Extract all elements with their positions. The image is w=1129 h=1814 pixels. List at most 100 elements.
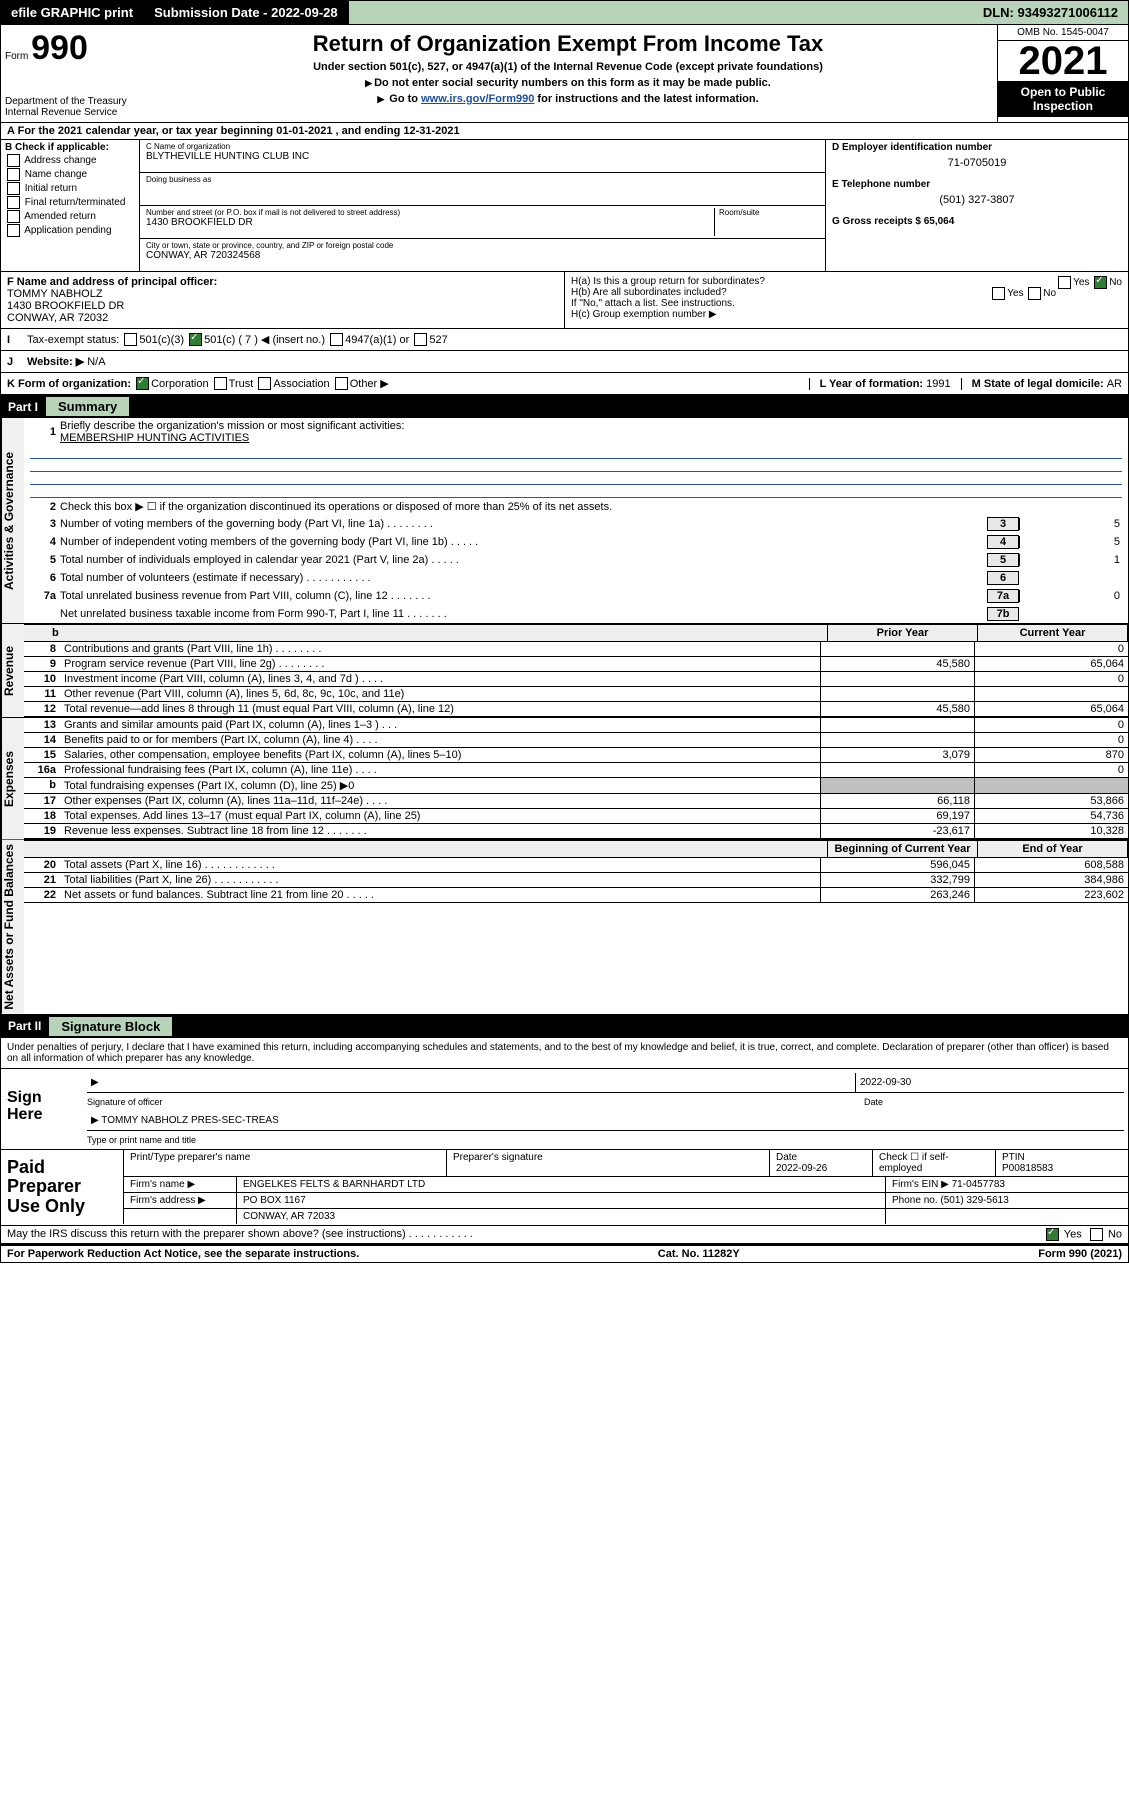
gov-line-7a: 7a Total unrelated business revenue from…: [24, 587, 1128, 605]
sign-here-label: Sign Here: [1, 1069, 83, 1149]
dln-value: 93493271006112: [1017, 5, 1118, 20]
firm-name-label: Firm's name ▶: [123, 1177, 236, 1192]
firm-ein-value: 71-0457783: [952, 1179, 1005, 1190]
col-prior-year: Prior Year: [828, 624, 978, 642]
chk-initial-return[interactable]: Initial return: [5, 182, 135, 195]
ha-group-return: H(a) Is this a group return for subordin…: [571, 276, 1122, 287]
line2-discontinue: Check this box ▶ ☐ if the organization d…: [60, 500, 1124, 513]
col-c-org-info: C Name of organization BLYTHEVILLE HUNTI…: [140, 140, 826, 271]
irs-label: Internal Revenue Service: [5, 107, 135, 118]
chk-amended[interactable]: Amended return: [5, 210, 135, 223]
dba-label: Doing business as: [146, 175, 819, 184]
website-label: Website: ▶: [27, 355, 84, 368]
chk-name-change[interactable]: Name change: [5, 168, 135, 181]
vtab-net-assets: Net Assets or Fund Balances: [1, 840, 24, 1014]
discuss-yes[interactable]: [1046, 1228, 1059, 1241]
opt-association[interactable]: Association: [273, 378, 329, 390]
table-row-15: 15 Salaries, other compensation, employe…: [24, 748, 1128, 763]
opt-other[interactable]: Other ▶: [350, 377, 389, 390]
table-row-16a: 16a Professional fundraising fees (Part …: [24, 763, 1128, 778]
col-current-year: Current Year: [978, 624, 1128, 642]
netassets-header: Beginning of Current Year End of Year: [24, 840, 1128, 858]
sig-officer-label: Signature of officer: [87, 1097, 864, 1107]
form-number-footer: Form 990 (2021): [1038, 1248, 1122, 1260]
opt-527[interactable]: 527: [429, 334, 447, 346]
firm-addr-value: PO BOX 1167: [236, 1193, 885, 1208]
firm-name-value: ENGELKES FELTS & BARNHARDT LTD: [236, 1177, 885, 1192]
gross-value: 65,064: [924, 216, 955, 227]
sign-here-block: Sign Here ▶ 2022-09-30 Signature of offi…: [0, 1069, 1129, 1150]
opt-501c3[interactable]: 501(c)(3): [139, 334, 184, 346]
org-name: BLYTHEVILLE HUNTING CLUB INC: [146, 151, 819, 162]
part2-label: Part II: [8, 1019, 41, 1033]
table-row-17: 17 Other expenses (Part IX, column (A), …: [24, 794, 1128, 809]
year-formation: L Year of formation: 1991: [809, 378, 961, 390]
table-row-10: 10 Investment income (Part VIII, column …: [24, 672, 1128, 687]
form-number: 990: [31, 29, 88, 67]
col-b-header: B Check if applicable:: [5, 142, 135, 153]
part2-header: Part II Signature Block: [0, 1015, 1129, 1038]
self-employed-check[interactable]: Check ☐ if self-employed: [872, 1150, 995, 1176]
mission-label: Briefly describe the organization's miss…: [60, 420, 404, 432]
paid-preparer-label: Paid Preparer Use Only: [1, 1150, 123, 1225]
gov-line-4: 4 Number of independent voting members o…: [24, 533, 1128, 551]
street-label: Number and street (or P.O. box if mail i…: [146, 208, 714, 217]
row-a-tax-year: A For the 2021 calendar year, or tax yea…: [0, 123, 1129, 140]
name-title-label: Type or print name and title: [87, 1135, 1124, 1145]
officer-value: TOMMY NABHOLZ 1430 BROOKFIELD DR CONWAY,…: [7, 288, 558, 324]
opt-corporation[interactable]: Corporation: [151, 378, 208, 390]
form-org-label: K Form of organization:: [7, 378, 131, 390]
section-expenses: Expenses 13 Grants and similar amounts p…: [0, 718, 1129, 840]
irs-link[interactable]: www.irs.gov/Form990: [421, 93, 534, 105]
table-row-19: 19 Revenue less expenses. Subtract line …: [24, 824, 1128, 839]
section-revenue: Revenue b Prior Year Current Year 8 Cont…: [0, 624, 1129, 718]
opt-trust[interactable]: Trust: [229, 378, 254, 390]
discuss-no[interactable]: [1090, 1228, 1103, 1241]
vtab-revenue: Revenue: [1, 624, 24, 717]
ptin-label: PTIN: [1002, 1152, 1025, 1163]
gov-line-5: 5 Total number of individuals employed i…: [24, 551, 1128, 569]
submission-date: Submission Date - 2022-09-28: [144, 1, 349, 24]
website-value: N/A: [87, 356, 105, 368]
opt-4947[interactable]: 4947(a)(1) or: [345, 334, 409, 346]
irs-discuss-row: May the IRS discuss this return with the…: [0, 1226, 1129, 1244]
preparer-sig-label: Preparer's signature: [446, 1150, 769, 1176]
sig-date-value: 2022-09-30: [855, 1073, 1124, 1092]
header-title-block: Return of Organization Exempt From Incom…: [139, 25, 997, 122]
form-title: Return of Organization Exempt From Incom…: [145, 31, 991, 57]
table-row-22: 22 Net assets or fund balances. Subtract…: [24, 888, 1128, 903]
col-b-checkboxes: B Check if applicable: Address change Na…: [1, 140, 140, 271]
form-subtitle: Under section 501(c), 527, or 4947(a)(1)…: [145, 61, 991, 73]
col-begin-year: Beginning of Current Year: [828, 840, 978, 858]
firm-addr-label: Firm's address ▶: [123, 1193, 236, 1208]
header-right: OMB No. 1545-0047 2021 Open to Public In…: [997, 25, 1128, 122]
mission-value: MEMBERSHIP HUNTING ACTIVITIES: [60, 432, 249, 444]
form-header: Form 990 Department of the Treasury Inte…: [0, 25, 1129, 123]
opt-501c[interactable]: 501(c) ( 7 ) ◀ (insert no.): [204, 333, 325, 346]
table-row-18: 18 Total expenses. Add lines 13–17 (must…: [24, 809, 1128, 824]
table-row-8: 8 Contributions and grants (Part VIII, l…: [24, 642, 1128, 657]
chk-final-return[interactable]: Final return/terminated: [5, 196, 135, 209]
row-k-org-form: K Form of organization: Corporation Trus…: [0, 373, 1129, 395]
org-name-label: C Name of organization: [146, 142, 819, 151]
cat-number: Cat. No. 11282Y: [658, 1248, 740, 1260]
sig-date-label: Date: [864, 1097, 1124, 1107]
col-de: D Employer identification number 71-0705…: [826, 140, 1128, 271]
table-row-b: b Total fundraising expenses (Part IX, c…: [24, 778, 1128, 794]
efile-print-button[interactable]: efile GRAPHIC print: [1, 1, 144, 24]
section-net-assets: Net Assets or Fund Balances Beginning of…: [0, 840, 1129, 1015]
city-label: City or town, state or province, country…: [146, 241, 819, 250]
col-b-hdr: b: [24, 624, 828, 642]
tax-year: 2021: [998, 41, 1128, 81]
section-identity: B Check if applicable: Address change Na…: [0, 140, 1129, 272]
gov-line-7b: Net unrelated business taxable income fr…: [24, 605, 1128, 623]
phone-label: E Telephone number: [832, 179, 1122, 190]
chk-application-pending[interactable]: Application pending: [5, 224, 135, 237]
form-word: Form: [5, 51, 28, 62]
row-i-tax-status: I Tax-exempt status: 501(c)(3) 501(c) ( …: [0, 329, 1129, 351]
revenue-header: b Prior Year Current Year: [24, 624, 1128, 642]
room-label: Room/suite: [719, 208, 819, 217]
form-note-link: Go to www.irs.gov/Form990 for instructio…: [145, 93, 991, 105]
form-note-ssn: Do not enter social security numbers on …: [145, 77, 991, 89]
chk-address-change[interactable]: Address change: [5, 154, 135, 167]
